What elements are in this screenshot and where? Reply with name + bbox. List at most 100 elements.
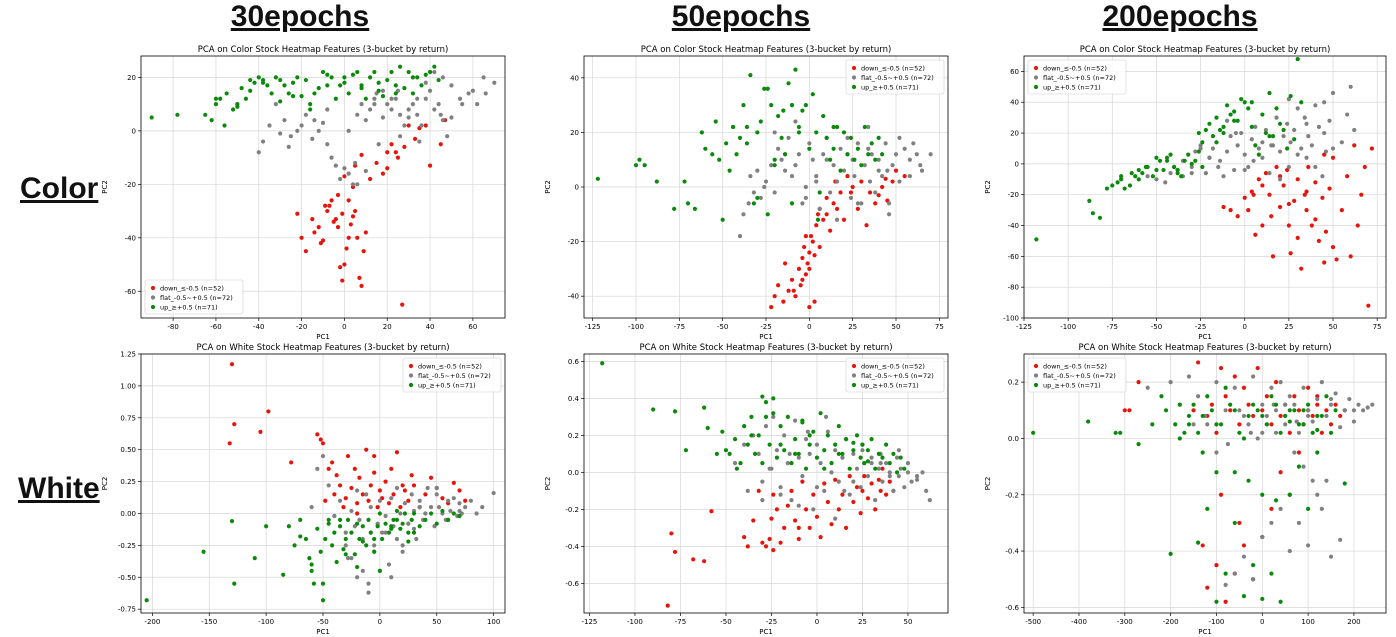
data-point bbox=[1196, 540, 1201, 545]
data-point bbox=[749, 433, 754, 438]
data-point bbox=[836, 424, 841, 429]
data-point bbox=[866, 124, 871, 130]
data-point bbox=[807, 442, 812, 447]
data-point bbox=[357, 536, 362, 542]
data-point bbox=[818, 411, 823, 416]
data-point bbox=[782, 261, 788, 266]
data-point bbox=[243, 96, 249, 101]
data-point bbox=[1301, 408, 1306, 413]
data-point bbox=[315, 432, 320, 437]
data-point bbox=[1214, 470, 1219, 475]
data-point bbox=[1281, 134, 1286, 139]
data-point bbox=[1310, 430, 1315, 435]
data-point bbox=[1277, 174, 1283, 179]
data-point bbox=[309, 568, 314, 573]
data-point bbox=[1228, 402, 1233, 407]
data-point bbox=[1122, 408, 1127, 413]
data-point bbox=[290, 94, 296, 99]
y-tick-label: -20 bbox=[1008, 191, 1019, 199]
chart-white-50epochs: PCA on White Stock Heatmap Features (3-b… bbox=[538, 340, 958, 637]
data-point bbox=[847, 492, 852, 497]
data-point bbox=[812, 253, 817, 258]
data-point bbox=[1224, 103, 1230, 108]
data-point bbox=[1246, 422, 1251, 427]
y-tick-label: -0.2 bbox=[1005, 491, 1019, 499]
data-point bbox=[858, 511, 863, 516]
data-point bbox=[457, 508, 462, 514]
data-point bbox=[355, 511, 360, 516]
legend-marker bbox=[1033, 382, 1039, 388]
data-point bbox=[1285, 121, 1290, 126]
x-tick-label: -75 bbox=[1107, 323, 1118, 331]
data-point bbox=[1260, 183, 1265, 188]
data-point bbox=[466, 91, 471, 96]
data-point bbox=[1269, 571, 1274, 576]
data-point bbox=[1260, 155, 1265, 160]
data-point bbox=[434, 521, 439, 526]
data-point bbox=[375, 524, 380, 529]
data-point bbox=[312, 118, 317, 123]
x-tick-label: 25 bbox=[848, 323, 857, 331]
data-point bbox=[1295, 177, 1300, 182]
data-point bbox=[828, 157, 833, 162]
data-point bbox=[376, 142, 381, 147]
data-point bbox=[423, 492, 428, 497]
data-point bbox=[1251, 577, 1256, 582]
y-tick-label: 0.6 bbox=[568, 358, 580, 366]
data-point bbox=[290, 80, 296, 85]
data-point bbox=[269, 91, 274, 96]
data-point bbox=[1256, 152, 1261, 157]
data-point bbox=[1269, 422, 1274, 427]
x-axis-label: PC1 bbox=[759, 333, 773, 341]
data-point bbox=[1223, 385, 1228, 390]
data-point bbox=[406, 521, 411, 526]
x-tick-label: 25 bbox=[858, 618, 867, 626]
data-point bbox=[368, 107, 373, 112]
data-point bbox=[772, 294, 777, 299]
data-point bbox=[860, 442, 865, 447]
data-point bbox=[264, 524, 269, 529]
plot-area bbox=[1024, 56, 1386, 318]
series-flat bbox=[732, 414, 932, 521]
data-point bbox=[786, 135, 791, 140]
data-point bbox=[326, 517, 331, 522]
data-point bbox=[732, 461, 738, 466]
data-point bbox=[818, 535, 823, 540]
data-point bbox=[1306, 164, 1311, 170]
data-point bbox=[1256, 146, 1261, 151]
data-point bbox=[1324, 478, 1329, 483]
data-point bbox=[898, 466, 903, 471]
data-point bbox=[1249, 100, 1254, 105]
data-point bbox=[771, 414, 776, 419]
data-point bbox=[377, 488, 382, 493]
series-up bbox=[144, 508, 462, 603]
y-tick-label: 0.0 bbox=[568, 469, 579, 477]
data-point bbox=[811, 429, 816, 434]
data-point bbox=[346, 128, 351, 133]
legend-marker bbox=[851, 84, 857, 90]
data-point bbox=[400, 483, 405, 488]
data-point bbox=[1287, 419, 1292, 424]
data-point bbox=[340, 278, 345, 283]
data-point bbox=[1274, 164, 1279, 170]
data-point bbox=[1097, 215, 1103, 220]
data-point bbox=[852, 173, 857, 179]
data-point bbox=[1310, 419, 1315, 424]
data-point bbox=[278, 99, 283, 104]
chart-title: PCA on White Stock Heatmap Features (3-b… bbox=[1078, 343, 1331, 353]
data-point bbox=[713, 119, 718, 124]
data-point bbox=[789, 461, 794, 466]
data-point bbox=[821, 113, 826, 119]
data-point bbox=[224, 91, 229, 96]
data-point bbox=[1347, 396, 1352, 402]
data-point bbox=[800, 474, 805, 479]
data-point bbox=[737, 135, 743, 140]
data-point bbox=[1161, 167, 1166, 173]
data-point bbox=[833, 477, 838, 482]
data-point bbox=[1086, 419, 1091, 424]
data-point bbox=[332, 530, 337, 535]
x-tick-label: 200 bbox=[1347, 618, 1360, 626]
data-point bbox=[1203, 127, 1208, 133]
data-point bbox=[1217, 158, 1223, 163]
data-point bbox=[1150, 422, 1155, 427]
